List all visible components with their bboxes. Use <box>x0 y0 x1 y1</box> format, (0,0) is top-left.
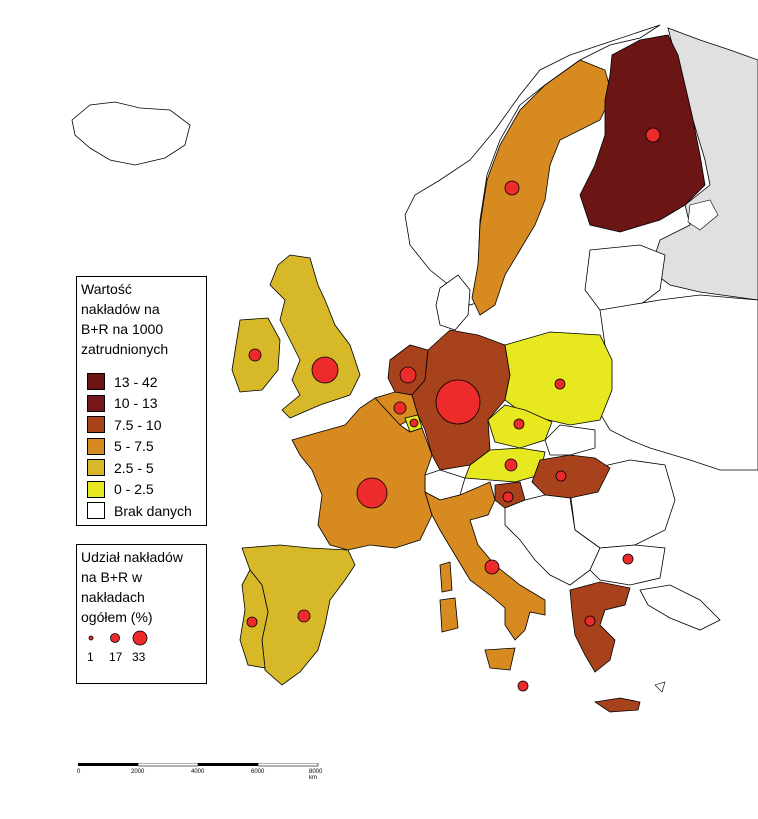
legend-circle-medium <box>110 633 120 643</box>
marker-czech <box>513 418 525 430</box>
legend-class-row: 7.5 - 10 <box>87 414 206 436</box>
italy-region <box>424 481 546 641</box>
legend-class-row: Brak danych <box>87 500 206 522</box>
legend-circle-small <box>88 635 94 641</box>
legend-swatch <box>87 437 105 455</box>
scale-tick-label: 2000 <box>131 769 145 775</box>
greece-region <box>569 581 631 673</box>
marker-hungary <box>555 470 567 482</box>
turkey-region <box>639 584 721 631</box>
scale-tick-label: 0 <box>77 769 81 775</box>
legend-swatch <box>87 394 105 412</box>
legend-class-label: 0 - 2.5 <box>114 481 154 498</box>
sardinia-region <box>439 597 459 633</box>
legend-class-row: 5 - 7.5 <box>87 436 206 458</box>
value-legend-title: Wartość nakładów na B+R na 1000 zatrudni… <box>81 279 206 359</box>
marker-sweden <box>504 180 520 196</box>
marker-italy <box>484 559 500 575</box>
marker-spain <box>297 609 311 623</box>
iceland-region <box>71 101 191 166</box>
marker-greece <box>584 615 596 627</box>
ladoga-lake <box>687 199 719 231</box>
marker-poland <box>554 378 566 390</box>
legend-size-label: 17 <box>109 650 123 664</box>
legend-class-label: 13 - 42 <box>114 373 158 390</box>
uk-region <box>269 254 361 419</box>
marker-ireland <box>248 348 262 362</box>
scale-tick-label: 8000 km <box>309 769 323 781</box>
marker-slovenia <box>502 491 514 503</box>
share-legend: Udział nakładów na B+R w nakładach ogółe… <box>76 544 207 684</box>
marker-germany <box>435 379 481 425</box>
value-legend-title-line: Wartość <box>81 281 132 297</box>
share-legend-title-line: ogółem (%) <box>81 609 153 625</box>
legend-class-label: 5 - 7.5 <box>114 438 154 455</box>
share-legend-title-line: na B+R w <box>81 569 143 585</box>
hungary-region <box>531 454 611 499</box>
marker-belgium <box>393 401 407 415</box>
share-legend-symbols: 1 17 33 <box>77 627 206 667</box>
share-legend-title-line: Udział nakładów <box>81 549 183 565</box>
share-markers <box>246 127 661 692</box>
value-legend: Wartość nakładów na B+R na 1000 zatrudni… <box>76 276 207 526</box>
marker-austria <box>504 458 518 472</box>
marker-uk <box>311 356 339 384</box>
marker-netherlands <box>399 366 417 384</box>
share-legend-title-line: nakładach <box>81 589 145 605</box>
marker-bulgaria <box>622 553 634 565</box>
legend-class-row: 10 - 13 <box>87 393 206 415</box>
slovakia-region <box>544 424 596 456</box>
marker-france <box>356 477 388 509</box>
corsica-region <box>439 561 453 593</box>
sicily-region <box>484 647 516 671</box>
marker-malta <box>517 680 529 692</box>
legend-class-label: 2.5 - 5 <box>114 459 154 476</box>
legend-swatch <box>87 416 105 434</box>
legend-size-label: 1 <box>87 650 94 664</box>
marker-luxembourg <box>409 418 419 428</box>
legend-swatch <box>87 480 105 498</box>
legend-swatch <box>87 502 105 520</box>
sweden-region <box>471 59 613 316</box>
legend-swatch <box>87 459 105 477</box>
legend-class-label: 7.5 - 10 <box>114 416 162 433</box>
legend-class-row: 0 - 2.5 <box>87 479 206 501</box>
value-legend-title-line: B+R na 1000 <box>81 321 164 337</box>
crete-region <box>593 697 641 713</box>
value-legend-title-line: nakładów na <box>81 301 160 317</box>
value-legend-title-line: zatrudnionych <box>81 341 169 357</box>
france-region <box>291 397 433 551</box>
scale-bar: 0 2000 4000 6000 8000 km <box>77 763 323 793</box>
poland-region <box>504 331 613 426</box>
bulgaria-region <box>589 544 666 586</box>
legend-swatch <box>87 373 105 391</box>
share-legend-title: Udział nakładów na B+R w nakładach ogółe… <box>81 547 206 627</box>
legend-size-label: 33 <box>132 650 146 664</box>
legend-class-row: 13 - 42 <box>87 371 206 393</box>
finland-region <box>579 34 706 233</box>
marker-finland <box>645 127 661 143</box>
scale-tick-label: 6000 <box>251 769 265 775</box>
share-legend-circles <box>88 630 148 646</box>
belarus-ukraine-region <box>597 294 758 471</box>
scale-bar-graphic <box>78 763 319 767</box>
legend-class-label: Brak danych <box>114 502 192 519</box>
legend-class-label: 10 - 13 <box>114 395 158 412</box>
denmark-region <box>435 274 471 331</box>
legend-class-row: 2.5 - 5 <box>87 457 206 479</box>
scale-tick-label: 4000 <box>191 769 205 775</box>
marker-portugal <box>246 616 258 628</box>
cyprus-region <box>654 681 666 693</box>
legend-circle-large <box>132 630 148 646</box>
baltics-region <box>584 244 666 311</box>
